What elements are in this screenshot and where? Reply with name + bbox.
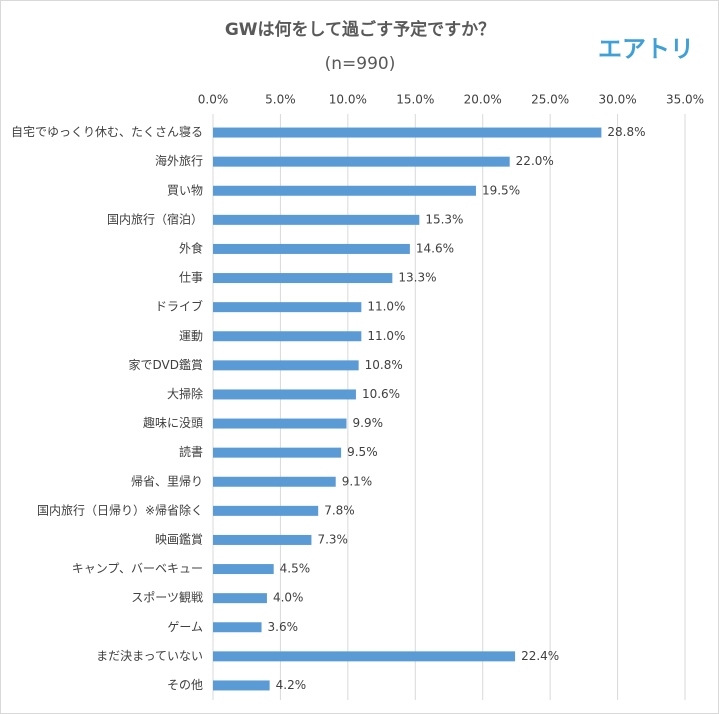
y-tick-label: 買い物 [167, 183, 203, 197]
bar [213, 273, 393, 284]
bar [213, 622, 262, 633]
value-label: 22.0% [516, 154, 554, 168]
y-tick-label: ドライブ [155, 299, 203, 314]
bar [213, 534, 312, 545]
bar [213, 214, 420, 225]
value-label: 9.9% [353, 416, 384, 430]
y-tick-label: 家でDVD鑑賞 [129, 357, 203, 372]
y-tick-label: 運動 [179, 329, 203, 343]
y-tick-label: 仕事 [179, 271, 203, 285]
x-tick-label: 5.0% [265, 93, 296, 107]
x-tick-label: 10.0% [329, 93, 367, 107]
value-label: 4.5% [280, 562, 311, 576]
value-label: 9.5% [347, 445, 378, 459]
y-tick-label: 海外旅行 [155, 153, 203, 168]
bar [213, 302, 362, 313]
y-tick-label: 自宅でゆっくり休む、たくさん寝る [11, 124, 203, 139]
y-tick-label: 趣味に没頭 [143, 415, 203, 430]
value-label: 4.0% [273, 591, 304, 605]
value-label: 28.8% [607, 125, 645, 139]
value-label: 4.2% [276, 678, 307, 692]
bar [213, 389, 356, 400]
value-label: 10.6% [362, 387, 400, 401]
value-label: 22.4% [521, 649, 559, 663]
y-tick-label: スポーツ観戦 [131, 591, 203, 605]
value-label: 15.3% [425, 212, 463, 226]
y-tick-label: 外食 [179, 240, 203, 255]
bar [213, 447, 342, 458]
bar [213, 360, 359, 371]
y-tick-label: 国内旅行（宿泊） [107, 211, 203, 226]
value-label: 10.8% [365, 358, 403, 372]
value-label: 19.5% [482, 183, 520, 197]
y-tick-label: 読書 [179, 444, 203, 459]
value-label: 3.6% [268, 620, 299, 634]
y-tick-label: キャンプ、バーベキュー [72, 562, 203, 576]
chart-title: GWは何をして過ごす予定ですか？ [225, 19, 495, 40]
x-tick-label: 15.0% [396, 93, 434, 107]
y-tick-label: まだ決まっていない [96, 649, 203, 663]
bar [213, 127, 602, 138]
y-tick-label: 大掃除 [167, 386, 203, 401]
value-label: 9.1% [342, 474, 373, 488]
value-label: 14.6% [416, 241, 454, 255]
y-tick-label: 映画鑑賞 [155, 531, 203, 546]
value-label: 11.0% [367, 329, 405, 343]
bar [213, 331, 362, 342]
x-tick-label: 0.0% [198, 93, 229, 107]
value-label: 7.3% [317, 532, 348, 546]
bar [213, 593, 267, 604]
brand-logo: エアトリ [598, 35, 694, 63]
bar [213, 651, 516, 662]
bar [213, 243, 410, 254]
bar [213, 476, 336, 487]
bar [213, 418, 347, 429]
value-label: 11.0% [367, 300, 405, 314]
chart-subtitle: (n=990) [325, 54, 396, 74]
bar [213, 185, 476, 196]
x-tick-label: 25.0% [531, 93, 569, 107]
value-label: 7.8% [324, 503, 355, 517]
x-tick-label: 30.0% [599, 93, 637, 107]
bar [213, 505, 319, 516]
bar [213, 680, 270, 691]
y-tick-label: 帰省、里帰り [131, 474, 203, 488]
y-tick-label: ゲーム [167, 620, 203, 634]
x-tick-label: 35.0% [666, 93, 704, 107]
value-label: 13.3% [398, 271, 436, 285]
x-tick-label: 20.0% [464, 93, 502, 107]
bar [213, 564, 274, 575]
y-tick-label: 国内旅行（日帰り）※帰省除く [37, 502, 203, 517]
y-tick-label: その他 [167, 678, 203, 692]
bar [213, 156, 510, 167]
